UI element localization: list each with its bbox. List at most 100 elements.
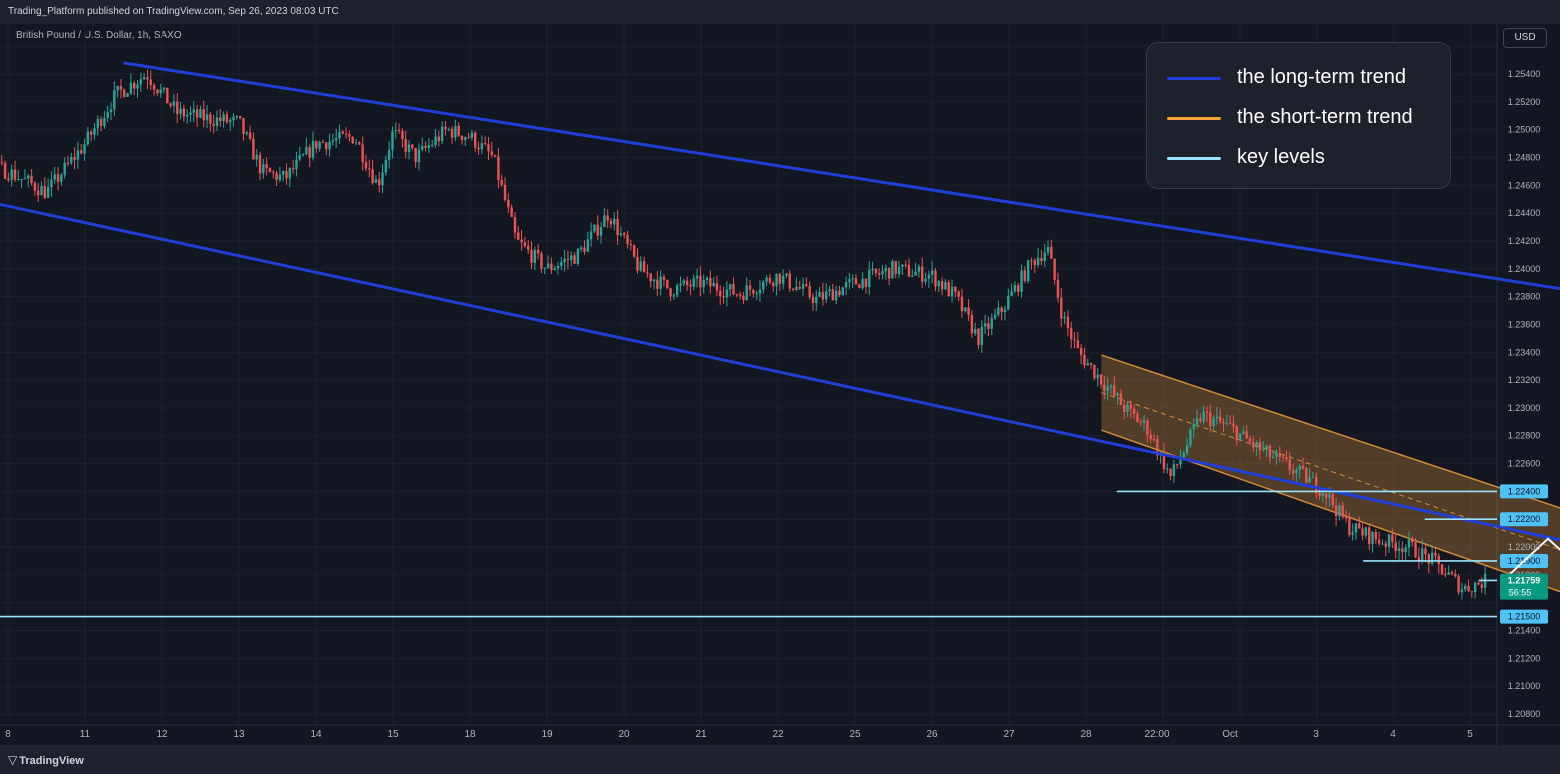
candle-body <box>510 207 513 218</box>
last-price-label: 1.21759 <box>1508 576 1541 586</box>
price-tick-label: 1.21400 <box>1508 626 1541 636</box>
candle-body <box>427 145 431 148</box>
candle-body <box>1308 477 1311 483</box>
candle-body <box>821 292 825 300</box>
candle-body <box>1093 364 1096 379</box>
candle-body <box>1338 505 1341 517</box>
candle-body <box>715 283 719 291</box>
candle-body <box>1473 582 1477 593</box>
candle-body <box>414 147 417 163</box>
candle-body <box>1169 468 1172 477</box>
candle-body <box>397 130 401 132</box>
candle-body <box>831 289 835 301</box>
candle-body <box>781 275 785 284</box>
candle-body <box>838 290 841 296</box>
candle-body <box>927 274 931 279</box>
candle-body <box>229 120 232 123</box>
candle-body <box>656 279 659 289</box>
candle-body <box>527 245 530 250</box>
candle-body <box>874 268 878 274</box>
candle-body <box>1368 527 1371 544</box>
candle-body <box>676 285 679 296</box>
candle-body <box>851 278 854 280</box>
candle-body <box>1136 413 1139 423</box>
candle-body <box>1033 260 1036 266</box>
candle-body <box>149 79 152 86</box>
candle-body <box>1311 476 1315 478</box>
key-level-tag-label: 1.21500 <box>1508 612 1541 622</box>
candle-body <box>702 279 705 288</box>
candle-body <box>1175 464 1179 466</box>
candle-body <box>268 168 272 173</box>
candle-body <box>1073 339 1076 341</box>
candle-body <box>904 264 907 266</box>
candle-body <box>891 261 894 279</box>
candle-body <box>487 144 490 152</box>
candle-body <box>1036 257 1040 266</box>
candle-body <box>894 261 897 274</box>
candle-body <box>1271 456 1275 458</box>
candle-body <box>1440 564 1444 575</box>
candle-body <box>1020 270 1023 292</box>
candle-body <box>1166 468 1169 470</box>
candle-body <box>1381 543 1384 545</box>
candle-body <box>583 247 586 252</box>
candle-body <box>795 286 798 290</box>
candle-body <box>1281 456 1285 458</box>
candle-body <box>281 170 285 175</box>
candle-body <box>391 131 394 150</box>
candle-body <box>1126 404 1129 413</box>
currency-button[interactable]: USD <box>1503 28 1547 48</box>
candle-body <box>454 125 457 138</box>
candle-body <box>934 270 937 287</box>
candle-body <box>331 140 335 142</box>
candle-body <box>1152 439 1156 441</box>
candle-body <box>987 323 990 329</box>
key-level-tag <box>1500 484 1548 499</box>
candle-body <box>457 125 460 136</box>
candle-body <box>556 265 560 269</box>
candle-body <box>291 168 295 170</box>
candle-body <box>662 276 666 280</box>
candle-body <box>1291 469 1295 474</box>
candle-body <box>1404 547 1407 553</box>
candle-body <box>123 89 126 97</box>
candle-body <box>520 239 523 243</box>
candle-body <box>1222 421 1225 424</box>
candle-body <box>219 117 222 122</box>
time-tick-label: 27 <box>1003 729 1015 740</box>
candle-body <box>1103 384 1106 391</box>
candle-body <box>619 233 623 236</box>
candle-body <box>536 249 540 254</box>
candle-body <box>60 175 63 182</box>
candle-body <box>364 162 368 169</box>
candle-body <box>1331 493 1334 506</box>
candle-body <box>404 139 407 152</box>
candle-body <box>1450 572 1454 574</box>
candle-body <box>1142 420 1146 423</box>
candle-body <box>977 328 980 345</box>
candle-body <box>1063 316 1066 319</box>
key-level-tag <box>1500 609 1548 624</box>
candle-body <box>1119 393 1123 406</box>
candle-body <box>278 174 282 180</box>
candle-body <box>1424 548 1427 555</box>
candle-body <box>596 224 599 236</box>
candle-body <box>553 268 556 271</box>
price-tick-label: 1.20800 <box>1508 709 1541 719</box>
candle-body <box>967 307 970 315</box>
time-tick-label: 22 <box>772 729 784 740</box>
candle-body <box>411 144 414 148</box>
time-tick-label: 11 <box>80 729 91 740</box>
candle-body <box>116 85 119 91</box>
candle-body <box>1374 532 1378 540</box>
candle-body <box>513 217 517 233</box>
candle-body <box>83 144 86 154</box>
candle-body <box>1146 420 1149 435</box>
publish-info: Trading_Platform published on TradingVie… <box>8 6 339 17</box>
candle-body <box>825 291 828 300</box>
candle-body <box>3 162 7 179</box>
tradingview-logo[interactable]: ▽ TradingView <box>8 753 84 767</box>
candle-body <box>1394 542 1397 551</box>
